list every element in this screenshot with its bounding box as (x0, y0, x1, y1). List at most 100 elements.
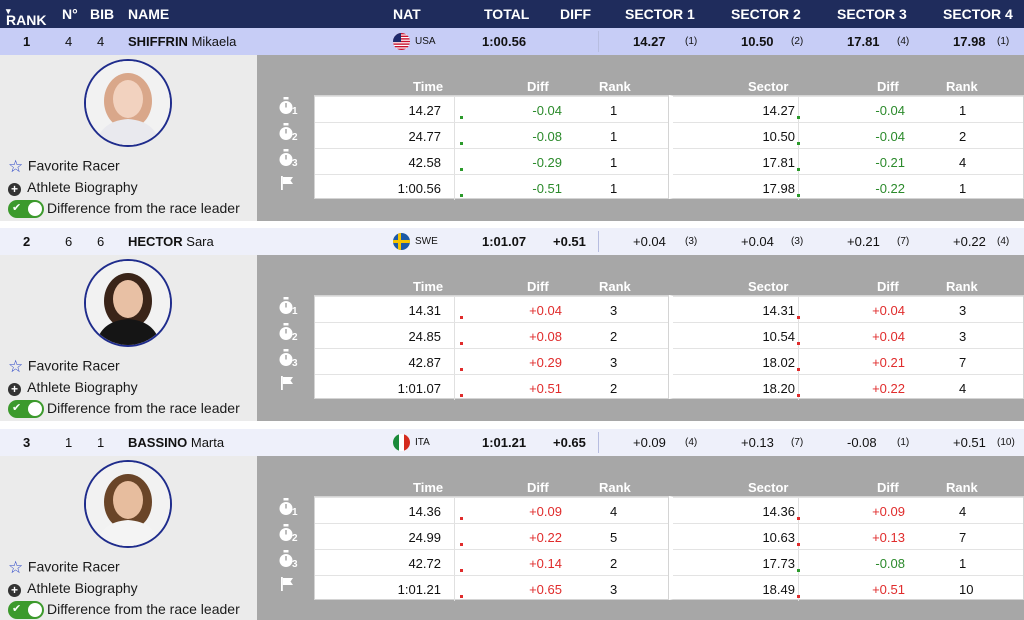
sector-diff: +0.04 (872, 329, 905, 344)
divider (598, 432, 599, 453)
favorite-racer-link[interactable]: ☆ Favorite Racer (8, 157, 120, 177)
sector-indicator (797, 168, 800, 171)
col-sector-rank: Rank (946, 279, 978, 294)
divider (598, 231, 599, 252)
sector-rank: 1 (959, 181, 967, 196)
athlete-row[interactable]: 2 6 6 HECTOR Sara SWE 1:01.07 +0.51 +0.0… (0, 228, 1024, 255)
stopwatch-icon: 1 (279, 297, 301, 319)
nat-code: USA (415, 36, 436, 47)
split-row: 14.31 +0.04 3 (315, 296, 668, 322)
sector-indicator (797, 569, 800, 572)
sector-row: 10.54 +0.04 3 (673, 322, 1023, 348)
sector4-value: 17.98 (953, 34, 986, 49)
athlete-firstname: Mikaela (191, 34, 237, 49)
col-sector-rank: Rank (946, 480, 978, 495)
total-time: 1:00.56 (482, 34, 527, 49)
athlete-name[interactable]: BASSINO Marta (128, 435, 224, 450)
split-row: 14.27 -0.04 1 (315, 96, 668, 122)
sort-arrow-icon[interactable]: ▾ (6, 6, 11, 16)
nat-code: SWE (415, 236, 438, 247)
sector4-rank: (10) (997, 437, 1015, 448)
difference-toggle[interactable] (8, 601, 44, 620)
col-sector-diff: Diff (877, 279, 899, 294)
finish-flag-icon (279, 375, 301, 397)
stopwatch-icon: 1 (279, 97, 301, 119)
col-sector4: SECTOR 4 (943, 6, 1013, 22)
split-indicator (460, 142, 463, 145)
split-times-table: 14.36 +0.09 4 24.99 +0.22 5 42.72 (314, 496, 669, 601)
sector-time: 17.98 (762, 181, 795, 196)
sector1-value: 14.27 (633, 34, 666, 49)
athlete-biography-link[interactable]: + Athlete Biography (8, 379, 138, 397)
athlete-name[interactable]: HECTOR Sara (128, 234, 214, 249)
split-rank: 5 (610, 530, 618, 545)
favorite-racer-link[interactable]: ☆ Favorite Racer (8, 357, 120, 377)
split-time: 42.87 (408, 355, 441, 370)
stopwatch-icon: 2 (279, 123, 301, 145)
split-row: 42.87 +0.29 3 (315, 348, 668, 374)
sector-diff: -0.04 (875, 129, 905, 144)
sector-rank: 1 (959, 556, 967, 571)
stopwatch-icon: 3 (279, 149, 301, 171)
athlete-row[interactable]: 3 1 1 BASSINO Marta ITA 1:01.21 +0.65 +0… (0, 429, 1024, 456)
sector4-rank: (4) (997, 236, 1010, 247)
sector4-value: +0.22 (953, 234, 986, 249)
split-indicator (460, 194, 463, 197)
sector-time: 18.49 (762, 582, 795, 597)
sector-indicator (797, 517, 800, 520)
difference-toggle[interactable] (8, 400, 44, 419)
split-row: 1:01.07 +0.51 2 (315, 374, 668, 400)
split-diff: +0.04 (529, 303, 562, 318)
sector-row: 18.49 +0.51 10 (673, 575, 1023, 601)
sector-row: 14.31 +0.04 3 (673, 296, 1023, 322)
sector-rank: 2 (959, 129, 967, 144)
sector2-rank: (3) (791, 236, 804, 247)
sector-diff: -0.08 (875, 556, 905, 571)
split-diff: +0.22 (529, 530, 562, 545)
split-number: 1 (292, 507, 298, 518)
sector-row: 14.27 -0.04 1 (673, 96, 1023, 122)
sector1-rank: (4) (685, 437, 698, 448)
sector4-rank: (1) (997, 36, 1010, 47)
usa-flag (393, 33, 410, 50)
split-rank: 2 (610, 381, 618, 396)
favorite-racer-link[interactable]: ☆ Favorite Racer (8, 558, 120, 578)
split-number: 2 (292, 132, 298, 143)
athlete-name[interactable]: SHIFFRIN Mikaela (128, 34, 236, 49)
athlete-firstname: Sara (186, 234, 214, 249)
total-diff: +0.51 (553, 234, 586, 249)
athlete-biography-link[interactable]: + Athlete Biography (8, 580, 138, 598)
sector3-rank: (7) (897, 236, 910, 247)
split-time: 1:00.56 (397, 181, 441, 196)
sector2-value: +0.04 (741, 234, 774, 249)
sector-row: 17.73 -0.08 1 (673, 549, 1023, 575)
sector-time: 14.27 (762, 103, 795, 118)
col-time: Time (413, 480, 444, 495)
athlete-sidebar: ☆ Favorite Racer + Athlete Biography Dif… (0, 55, 257, 221)
difference-toggle[interactable] (8, 200, 44, 219)
bib-value: 1 (97, 435, 105, 450)
split-row: 24.77 -0.08 1 (315, 122, 668, 148)
splits-panel: Time Diff Rank Sector Diff Rank 1 2 3 14.3… (257, 255, 1024, 421)
col-sector-rank: Rank (946, 79, 978, 94)
col-rank[interactable]: RANK ▾ (6, 6, 47, 28)
col-sector-diff: Diff (877, 79, 899, 94)
split-number: 3 (292, 559, 298, 570)
athlete-row[interactable]: 1 4 4 SHIFFRIN Mikaela USA 1:00.56 14.27… (0, 28, 1024, 55)
sector-diff: +0.13 (872, 530, 905, 545)
sector-times-table: 14.36 +0.09 4 10.63 +0.13 7 17.73 -0.08 1 18.49 +0… (669, 496, 1024, 601)
sector-indicator (797, 342, 800, 345)
split-time: 42.72 (408, 556, 441, 571)
col-split-diff: Diff (527, 79, 549, 94)
split-diff: -0.08 (532, 129, 562, 144)
col-sector-diff: Diff (877, 480, 899, 495)
col-sector2: SECTOR 2 (731, 6, 801, 22)
split-rank: 1 (610, 103, 618, 118)
athlete-biography-link[interactable]: + Athlete Biography (8, 179, 138, 197)
sector-time: 14.36 (762, 504, 795, 519)
split-indicator (460, 368, 463, 371)
split-diff: -0.51 (532, 181, 562, 196)
sector-row: 10.63 +0.13 7 (673, 523, 1023, 549)
sector-indicator (797, 116, 800, 119)
sector4-value: +0.51 (953, 435, 986, 450)
